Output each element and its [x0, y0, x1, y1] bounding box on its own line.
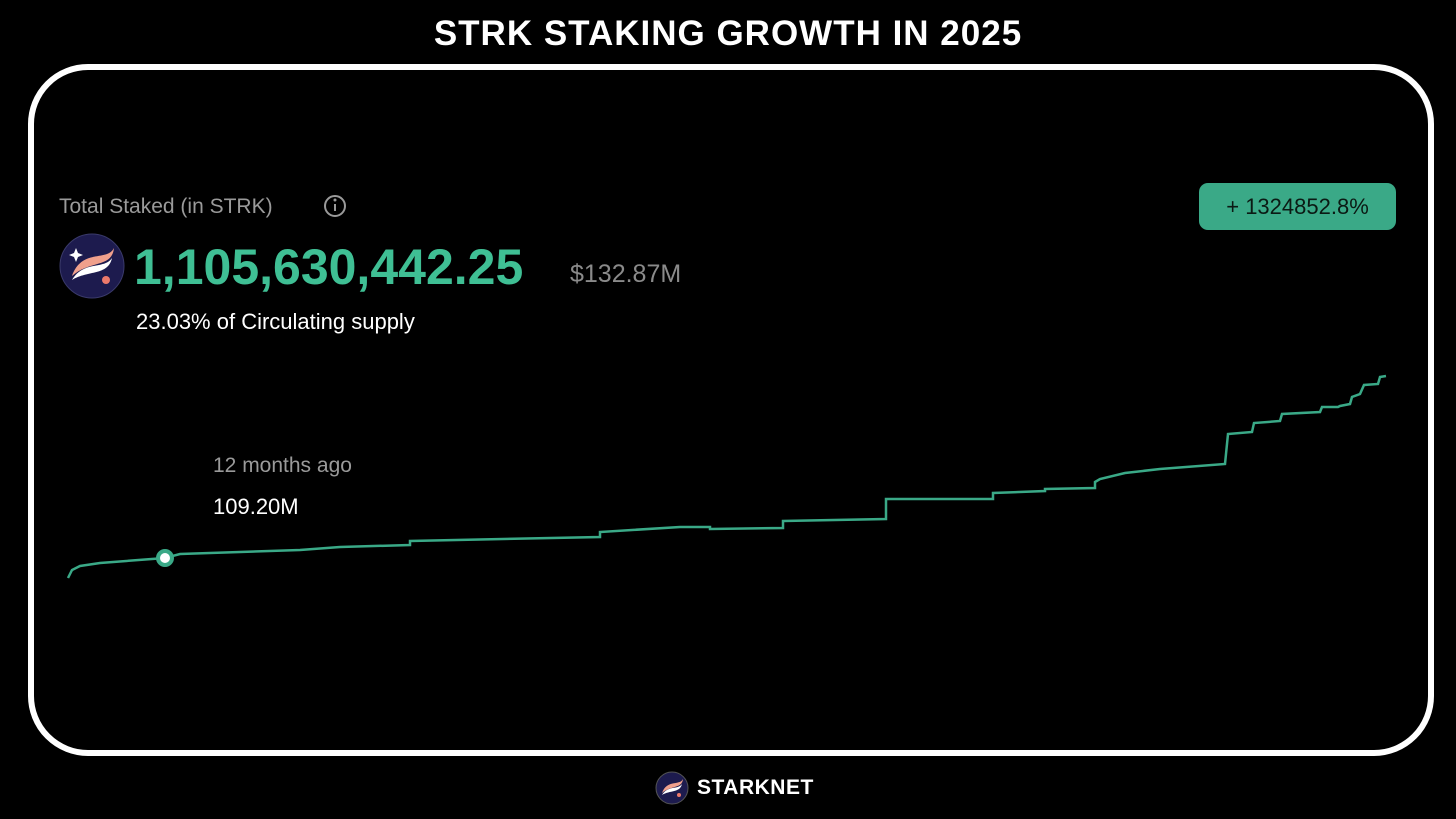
card-border	[28, 64, 1434, 756]
change-badge: + 1324852.8%	[1199, 183, 1396, 230]
stat-label: Total Staked (in STRK)	[59, 195, 273, 218]
tooltip-value: 109.20M	[213, 494, 299, 519]
brand: STARKNET	[697, 776, 814, 799]
hover-point	[156, 549, 174, 567]
staking-line	[66, 374, 1387, 579]
title: STRK STAKING GROWTH IN 2025	[433, 14, 1023, 53]
info-icon-bar	[334, 204, 336, 211]
info-icon-dot	[333, 198, 337, 202]
stat-usd: $132.87M	[570, 260, 682, 288]
tooltip-label: 12 months ago	[213, 454, 352, 477]
footer-logo	[655, 771, 689, 805]
stat-amount: 1,105,630,442.25	[134, 239, 524, 295]
stat-supply: 23.03% of Circulating supply	[136, 309, 415, 334]
info-icon	[324, 195, 346, 217]
logo	[59, 233, 125, 299]
